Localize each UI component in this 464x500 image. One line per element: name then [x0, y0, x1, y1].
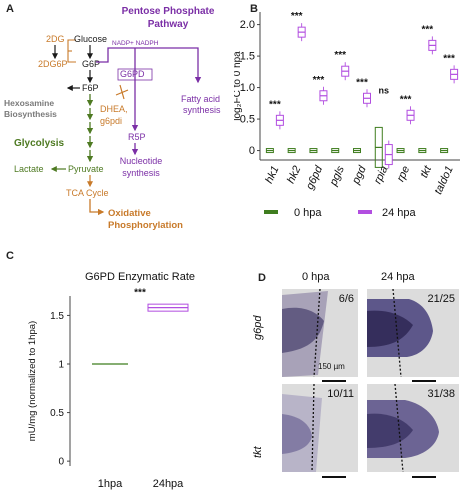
b-category-label: rpia — [372, 164, 391, 186]
d-col-0hpa: 0 hpa — [302, 271, 330, 283]
b-ytick-label: 0.5 — [240, 114, 255, 126]
count-tkt-0hpa: 10/11 — [327, 388, 354, 400]
c-ytick-label: 1 — [58, 360, 64, 371]
scale-bar — [322, 476, 346, 478]
fatty-line2: synthesis — [183, 105, 221, 115]
count-tkt-24hpa: 31/38 — [427, 388, 455, 400]
image-tkt-24hpa: 31/38 — [367, 384, 459, 472]
image-g6pd-0hpa: 6/6 150 µm — [282, 289, 358, 377]
label-g6p: G6P — [82, 59, 100, 69]
b-category-label: taldo1 — [432, 164, 456, 196]
label-r5p: R5P — [128, 132, 146, 142]
scale-bar — [412, 380, 436, 382]
label-pyruvate: Pyruvate — [68, 164, 104, 174]
b-legend-swatch-0hpa — [264, 210, 278, 214]
d-row-tkt: tkt — [252, 446, 264, 458]
b-category-label: hk2 — [285, 164, 303, 185]
c-ytick-label: 1.5 — [50, 311, 64, 322]
count-g6pd-24hpa: 21/25 — [427, 293, 455, 305]
dhea-line1: DHEA, — [100, 104, 128, 114]
c-category-label: 1hpa — [98, 478, 123, 490]
c-ytick-label: 0.5 — [50, 408, 64, 419]
hexosamine-line1: Hexosamine — [4, 98, 54, 108]
b-legend-label-0hpa: 0 hpa — [294, 207, 322, 219]
scale-bar — [412, 476, 436, 478]
b-category-label: rpe — [395, 164, 413, 183]
image-g6pd-24hpa: 21/25 — [367, 289, 459, 377]
image-tkt-0hpa: 10/11 — [282, 384, 358, 472]
b-ytick-label: 1.0 — [240, 82, 255, 94]
label-glucose: Glucose — [74, 34, 107, 44]
label-2dg: 2DG — [46, 34, 65, 44]
d-row-g6pd: g6pd — [252, 315, 264, 340]
c-category-label: 24hpa — [153, 478, 184, 490]
oxphos-line1: Oxidative — [108, 208, 151, 219]
b-category-label: g6pd — [304, 163, 326, 191]
fatty-line1: Fatty acid — [181, 94, 220, 104]
c-sig-label: *** — [134, 288, 146, 299]
b-ytick-label: 2.0 — [240, 19, 255, 31]
label-2dg6p: 2DG6P — [38, 59, 68, 69]
b-sig-label: *** — [443, 53, 455, 64]
b-sig-label: *** — [400, 94, 412, 105]
label-g6pd: G6PD — [120, 69, 145, 79]
b-sig-label: ns — [379, 85, 390, 95]
d-col-24hpa: 24 hpa — [381, 271, 415, 283]
b-ytick-label: 1.5 — [240, 51, 255, 63]
b-legend-swatch-24hpa — [358, 210, 372, 214]
b-legend-label-24hpa: 24 hpa — [382, 207, 417, 219]
pathway-diagram: Pentose Phosphate Pathway 2DG 2DG6P Gluc… — [4, 6, 221, 231]
panel-label-a: A — [6, 3, 14, 15]
scale-label: 150 µm — [318, 362, 345, 371]
b-sig-label: *** — [356, 77, 368, 88]
c-title: G6PD Enzymatic Rate — [85, 271, 195, 283]
count-g6pd-0hpa: 6/6 — [338, 293, 354, 305]
dhea-line2: g6pdi — [100, 116, 122, 126]
c-ylabel: mU/mg (normalized to 1hpa) — [27, 321, 38, 441]
b-ylabel: log₂FC to 0 hpa — [234, 51, 243, 121]
b-sig-label: *** — [421, 24, 433, 35]
glycolysis-label: Glycolysis — [14, 138, 64, 149]
nucleotide-line1: Nucleotide — [120, 156, 163, 166]
c-ytick-label: 0 — [58, 457, 64, 468]
panel-label-c: C — [6, 250, 14, 262]
b-category-label: pgd — [350, 163, 369, 186]
b-category-label: pgls — [327, 164, 347, 189]
b-ytick-label: 0 — [249, 145, 255, 157]
b-category-label: hk1 — [263, 164, 281, 185]
panel-label-b: B — [250, 3, 258, 15]
label-tca: TCA Cycle — [66, 188, 109, 198]
b-sig-label: *** — [334, 50, 346, 61]
b-sig-label: *** — [269, 99, 281, 110]
oxphos-line2: Phosphorylation — [108, 220, 183, 231]
ppp-title-line1: Pentose Phosphate — [122, 6, 215, 17]
label-f6p: F6P — [82, 83, 99, 93]
b-category-label: tkt — [418, 163, 434, 179]
scale-bar — [322, 380, 346, 382]
label-lactate: Lactate — [14, 164, 44, 174]
b-sig-label: *** — [291, 11, 303, 22]
gene-expression-boxplot: 0 0.5 1.0 1.5 2.0 log₂FC to 0 hpa *** hk1 *** hk2… — [234, 11, 460, 219]
ppp-title-line2: Pathway — [148, 19, 189, 30]
b-sig-label: *** — [313, 75, 325, 86]
g6pd-rate-boxplot: G6PD Enzymatic Rate 0 0.5 1 1.5 mU/mg (normal… — [27, 271, 195, 490]
panel-label-d: D — [258, 272, 266, 284]
hexosamine-line2: Biosynthesis — [4, 109, 57, 119]
nucleotide-line2: synthesis — [122, 168, 160, 178]
label-nadp: NADP+ NADPH — [112, 40, 159, 47]
